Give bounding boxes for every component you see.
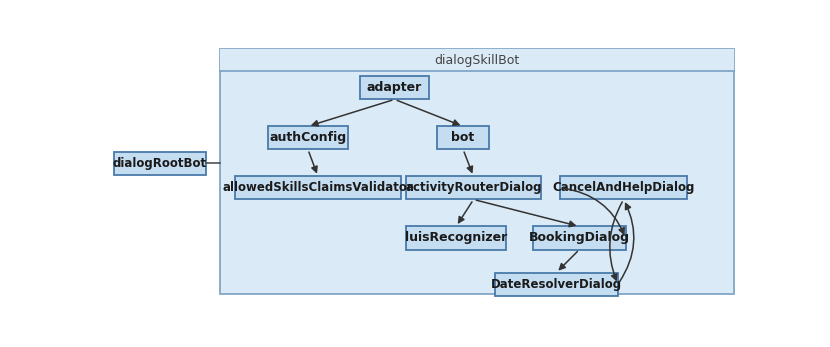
Text: bot: bot xyxy=(452,132,475,144)
Text: CancelAndHelpDialog: CancelAndHelpDialog xyxy=(553,181,695,194)
Text: adapter: adapter xyxy=(367,81,422,94)
Text: luisRecognizer: luisRecognizer xyxy=(405,231,507,245)
Text: authConfig: authConfig xyxy=(270,132,346,144)
Bar xyxy=(533,227,626,249)
Bar xyxy=(235,176,401,200)
Bar xyxy=(406,227,506,249)
Text: DateResolverDialog: DateResolverDialog xyxy=(491,278,622,291)
Bar xyxy=(560,176,687,200)
Bar xyxy=(495,273,618,296)
Text: allowedSkillsClaimsValidator: allowedSkillsClaimsValidator xyxy=(222,181,413,194)
Text: dialogSkillBot: dialogSkillBot xyxy=(434,54,520,67)
Bar xyxy=(360,76,429,99)
Bar xyxy=(220,49,735,294)
Text: activityRouterDialog: activityRouterDialog xyxy=(405,181,542,194)
Bar xyxy=(267,126,349,150)
Bar xyxy=(437,126,490,150)
Text: dialogRootBot: dialogRootBot xyxy=(113,157,207,170)
Bar xyxy=(114,152,206,175)
Text: BookingDialog: BookingDialog xyxy=(529,231,630,245)
Bar xyxy=(406,176,541,200)
Bar xyxy=(220,49,735,71)
